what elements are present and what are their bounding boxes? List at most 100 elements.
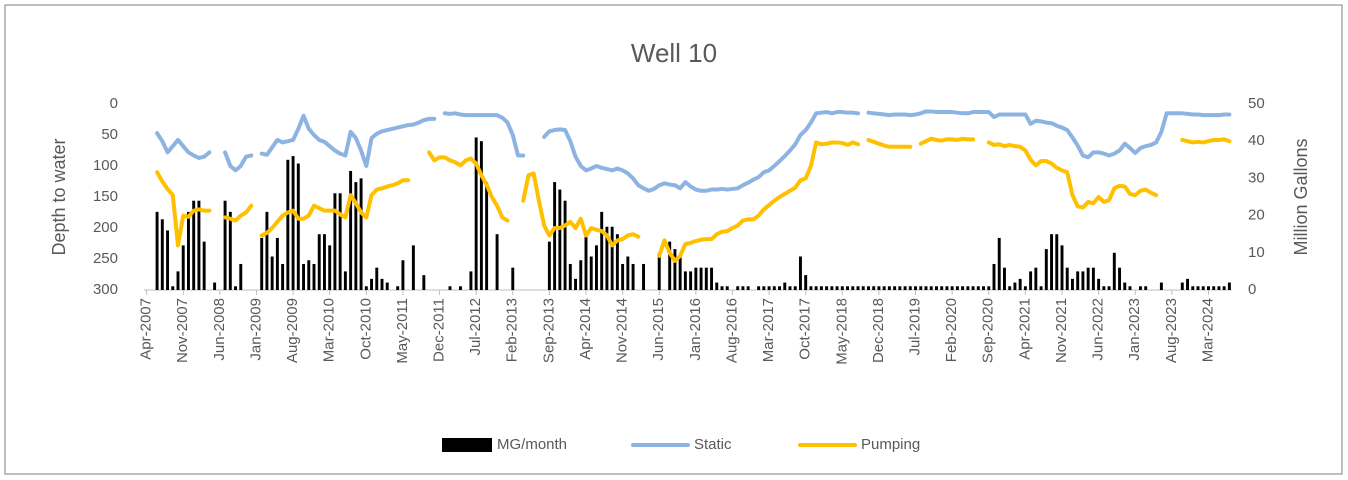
- x-tick-label: Oct-2017: [797, 298, 814, 360]
- bar: [772, 286, 776, 290]
- y2-tick-label: 10: [1248, 244, 1265, 261]
- bar: [621, 263, 625, 290]
- bar: [950, 286, 954, 290]
- bar: [631, 263, 635, 290]
- bar: [767, 286, 771, 290]
- bar: [1222, 286, 1226, 290]
- x-tick-label: Nov-2007: [174, 298, 191, 363]
- bar: [239, 263, 243, 290]
- x-tick-label: Sep-2013: [540, 298, 557, 363]
- bar: [574, 278, 578, 290]
- bar: [940, 286, 944, 290]
- bar: [265, 211, 269, 290]
- bar: [380, 278, 384, 290]
- legend-label: Pumping: [861, 436, 920, 453]
- bar: [1034, 267, 1038, 290]
- bar: [422, 275, 426, 290]
- bar: [793, 286, 797, 290]
- bar: [479, 141, 483, 290]
- bar: [563, 200, 567, 290]
- bar: [600, 211, 604, 290]
- bar: [1055, 234, 1059, 290]
- bar: [1107, 286, 1111, 290]
- y-axis-title: Depth to water: [49, 138, 69, 255]
- bar: [778, 286, 782, 290]
- bar: [166, 230, 170, 290]
- bar: [657, 252, 661, 290]
- bar: [469, 271, 473, 290]
- x-tick-label: Jul-2019: [907, 298, 924, 356]
- bar: [882, 286, 886, 290]
- bar: [448, 286, 452, 290]
- x-tick-label: Feb-2020: [943, 298, 960, 362]
- bar: [1180, 282, 1184, 290]
- bar: [893, 286, 897, 290]
- bar: [877, 286, 881, 290]
- bar: [856, 286, 860, 290]
- x-tick-label: Apr-2021: [1016, 298, 1033, 360]
- bar: [213, 282, 217, 290]
- bar: [260, 237, 264, 290]
- bar: [1196, 286, 1200, 290]
- x-tick-label: Jul-2012: [467, 298, 484, 356]
- bar: [1044, 249, 1048, 290]
- bar: [924, 286, 928, 290]
- x-tick-label: Jan-2016: [687, 298, 704, 361]
- bar: [186, 211, 190, 290]
- bar: [689, 271, 693, 290]
- x-tick-label: Jun-2022: [1090, 298, 1107, 361]
- y-tick-label: 150: [93, 188, 118, 205]
- bar: [819, 286, 823, 290]
- y2-axis-title: Million Gallons: [1291, 138, 1311, 255]
- bar: [992, 263, 996, 290]
- bar: [1159, 282, 1163, 290]
- bar: [1097, 278, 1101, 290]
- bar: [1023, 286, 1027, 290]
- bar: [1191, 286, 1195, 290]
- bar: [866, 286, 870, 290]
- line-series: [155, 109, 1232, 193]
- y-tick-label: 250: [93, 250, 118, 267]
- bar: [396, 286, 400, 290]
- bar: [1138, 286, 1142, 290]
- bar: [1206, 286, 1210, 290]
- bar: [610, 226, 614, 290]
- x-tick-label: Nov-2014: [614, 298, 631, 363]
- bar: [1217, 286, 1221, 290]
- bar: [1070, 278, 1074, 290]
- y2-tick-label: 20: [1248, 207, 1265, 224]
- bar: [830, 286, 834, 290]
- bar: [887, 286, 891, 290]
- bar: [919, 286, 923, 290]
- bar: [1186, 278, 1190, 290]
- y-tick-label: 50: [101, 126, 118, 143]
- bar: [589, 256, 593, 290]
- bar: [715, 282, 719, 290]
- bar: [861, 286, 865, 290]
- bar: [291, 156, 295, 290]
- bar: [155, 211, 159, 290]
- bar: [328, 245, 332, 290]
- bar: [234, 286, 238, 290]
- bar: [1013, 282, 1017, 290]
- bar: [511, 267, 515, 290]
- line-series: [155, 136, 1232, 263]
- bar: [1008, 286, 1012, 290]
- x-tick-label: May-2011: [394, 298, 411, 364]
- bar: [176, 271, 180, 290]
- y2-tick-label: 30: [1248, 169, 1265, 186]
- y2-tick-label: 0: [1248, 281, 1256, 298]
- bar: [720, 286, 724, 290]
- bar: [1002, 267, 1006, 290]
- bar: [961, 286, 965, 290]
- bar: [846, 286, 850, 290]
- bar: [945, 286, 949, 290]
- bar: [307, 260, 311, 290]
- bar: [275, 237, 279, 290]
- legend-swatch: [442, 438, 492, 452]
- bar: [160, 219, 164, 290]
- bar: [825, 286, 829, 290]
- bar: [1144, 286, 1148, 290]
- bar: [579, 260, 583, 290]
